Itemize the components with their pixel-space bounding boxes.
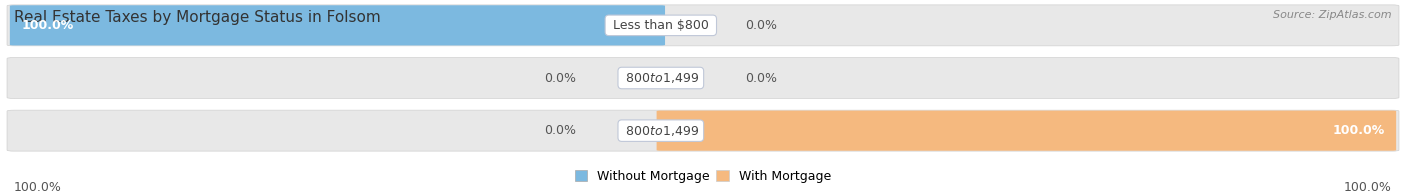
Text: 0.0%: 0.0% [745,72,778,84]
Text: 100.0%: 100.0% [1333,124,1385,137]
Text: 0.0%: 0.0% [544,72,576,84]
Legend: Without Mortgage, With Mortgage: Without Mortgage, With Mortgage [575,170,831,183]
Text: 100.0%: 100.0% [14,181,62,194]
FancyBboxPatch shape [7,110,1399,151]
Text: 0.0%: 0.0% [745,19,778,32]
Text: $800 to $1,499: $800 to $1,499 [621,71,700,85]
Text: 100.0%: 100.0% [1344,181,1392,194]
Text: Less than $800: Less than $800 [609,19,713,32]
Text: 100.0%: 100.0% [21,19,73,32]
Text: Source: ZipAtlas.com: Source: ZipAtlas.com [1274,10,1392,20]
FancyBboxPatch shape [10,5,665,45]
Text: 0.0%: 0.0% [544,124,576,137]
Text: $800 to $1,499: $800 to $1,499 [621,124,700,138]
FancyBboxPatch shape [657,111,1396,151]
FancyBboxPatch shape [7,5,1399,46]
Text: Real Estate Taxes by Mortgage Status in Folsom: Real Estate Taxes by Mortgage Status in … [14,10,381,25]
FancyBboxPatch shape [7,58,1399,98]
